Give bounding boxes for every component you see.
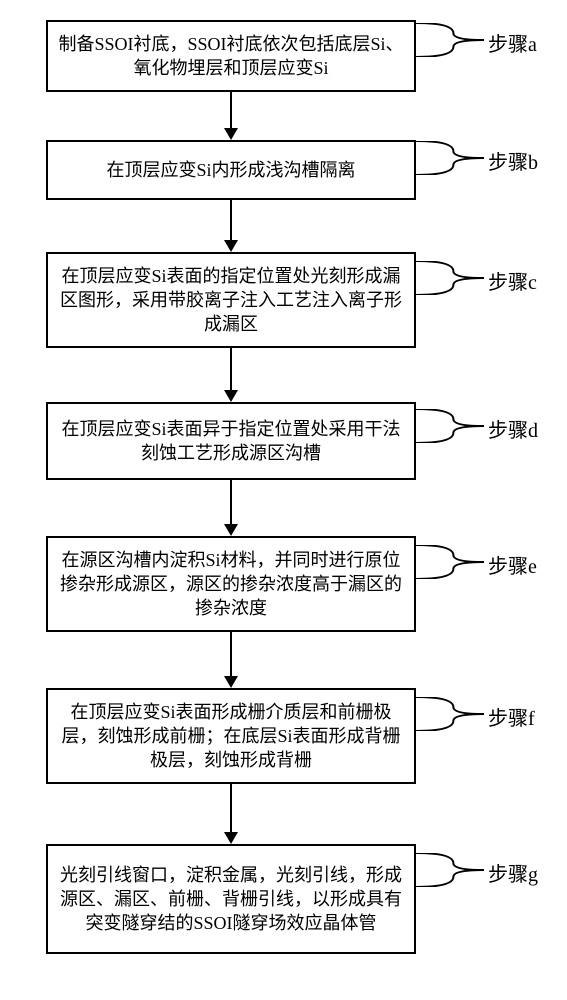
- connector-line-5: [230, 784, 232, 832]
- step-label-d: 步骤d: [488, 414, 538, 443]
- connector-line-0: [230, 92, 232, 128]
- callout-curve-c: [416, 261, 484, 295]
- step-text-c: 在顶层应变Si表面的指定位置处光刻形成漏区图形，采用带胶离子注入工艺注入离子形成…: [58, 264, 404, 337]
- connector-line-4: [230, 632, 232, 676]
- connector-arrowhead-4: [224, 676, 238, 688]
- step-box-b: 在顶层应变Si内形成浅沟槽隔离: [46, 140, 416, 200]
- callout-curve-f: [416, 697, 484, 731]
- callout-curve-b: [416, 141, 484, 175]
- step-label-e: 步骤e: [488, 550, 537, 579]
- step-box-e: 在源区沟槽内淀积Si材料，并同时进行原位掺杂形成源区，源区的掺杂浓度高于漏区的掺…: [46, 536, 416, 632]
- step-text-f: 在顶层应变Si表面形成栅介质层和前栅极层，刻蚀形成前栅；在底层Si表面形成背栅极…: [58, 700, 404, 773]
- step-box-d: 在顶层应变Si表面异于指定位置处采用干法刻蚀工艺形成源区沟槽: [46, 402, 416, 480]
- connector-line-2: [230, 348, 232, 390]
- step-box-a: 制备SSOI衬底，SSOI衬底依次包括底层Si、氧化物埋层和顶层应变Si: [46, 20, 416, 92]
- step-box-g: 光刻引线窗口，淀积金属，光刻引线，形成源区、漏区、前栅、背栅引线，以形成具有突变…: [46, 844, 416, 954]
- step-text-b: 在顶层应变Si内形成浅沟槽隔离: [106, 158, 355, 182]
- step-label-f: 步骤f: [488, 702, 535, 731]
- step-label-b: 步骤b: [488, 146, 538, 175]
- step-text-e: 在源区沟槽内淀积Si材料，并同时进行原位掺杂形成源区，源区的掺杂浓度高于漏区的掺…: [58, 548, 404, 621]
- callout-curve-e: [416, 545, 484, 579]
- callout-curve-g: [416, 853, 484, 887]
- connector-line-3: [230, 480, 232, 524]
- callout-curve-a: [416, 23, 484, 57]
- step-text-d: 在顶层应变Si表面异于指定位置处采用干法刻蚀工艺形成源区沟槽: [58, 417, 404, 466]
- step-label-g: 步骤g: [488, 858, 538, 887]
- step-label-c: 步骤c: [488, 266, 537, 295]
- step-text-a: 制备SSOI衬底，SSOI衬底依次包括底层Si、氧化物埋层和顶层应变Si: [58, 32, 404, 81]
- step-box-c: 在顶层应变Si表面的指定位置处光刻形成漏区图形，采用带胶离子注入工艺注入离子形成…: [46, 252, 416, 348]
- connector-line-1: [230, 200, 232, 240]
- step-label-a: 步骤a: [488, 28, 537, 57]
- callout-curve-d: [416, 409, 484, 443]
- connector-arrowhead-5: [224, 832, 238, 844]
- connector-arrowhead-3: [224, 524, 238, 536]
- step-text-g: 光刻引线窗口，淀积金属，光刻引线，形成源区、漏区、前栅、背栅引线，以形成具有突变…: [58, 863, 404, 936]
- connector-arrowhead-0: [224, 128, 238, 140]
- connector-arrowhead-2: [224, 390, 238, 402]
- connector-arrowhead-1: [224, 240, 238, 252]
- step-box-f: 在顶层应变Si表面形成栅介质层和前栅极层，刻蚀形成前栅；在底层Si表面形成背栅极…: [46, 688, 416, 784]
